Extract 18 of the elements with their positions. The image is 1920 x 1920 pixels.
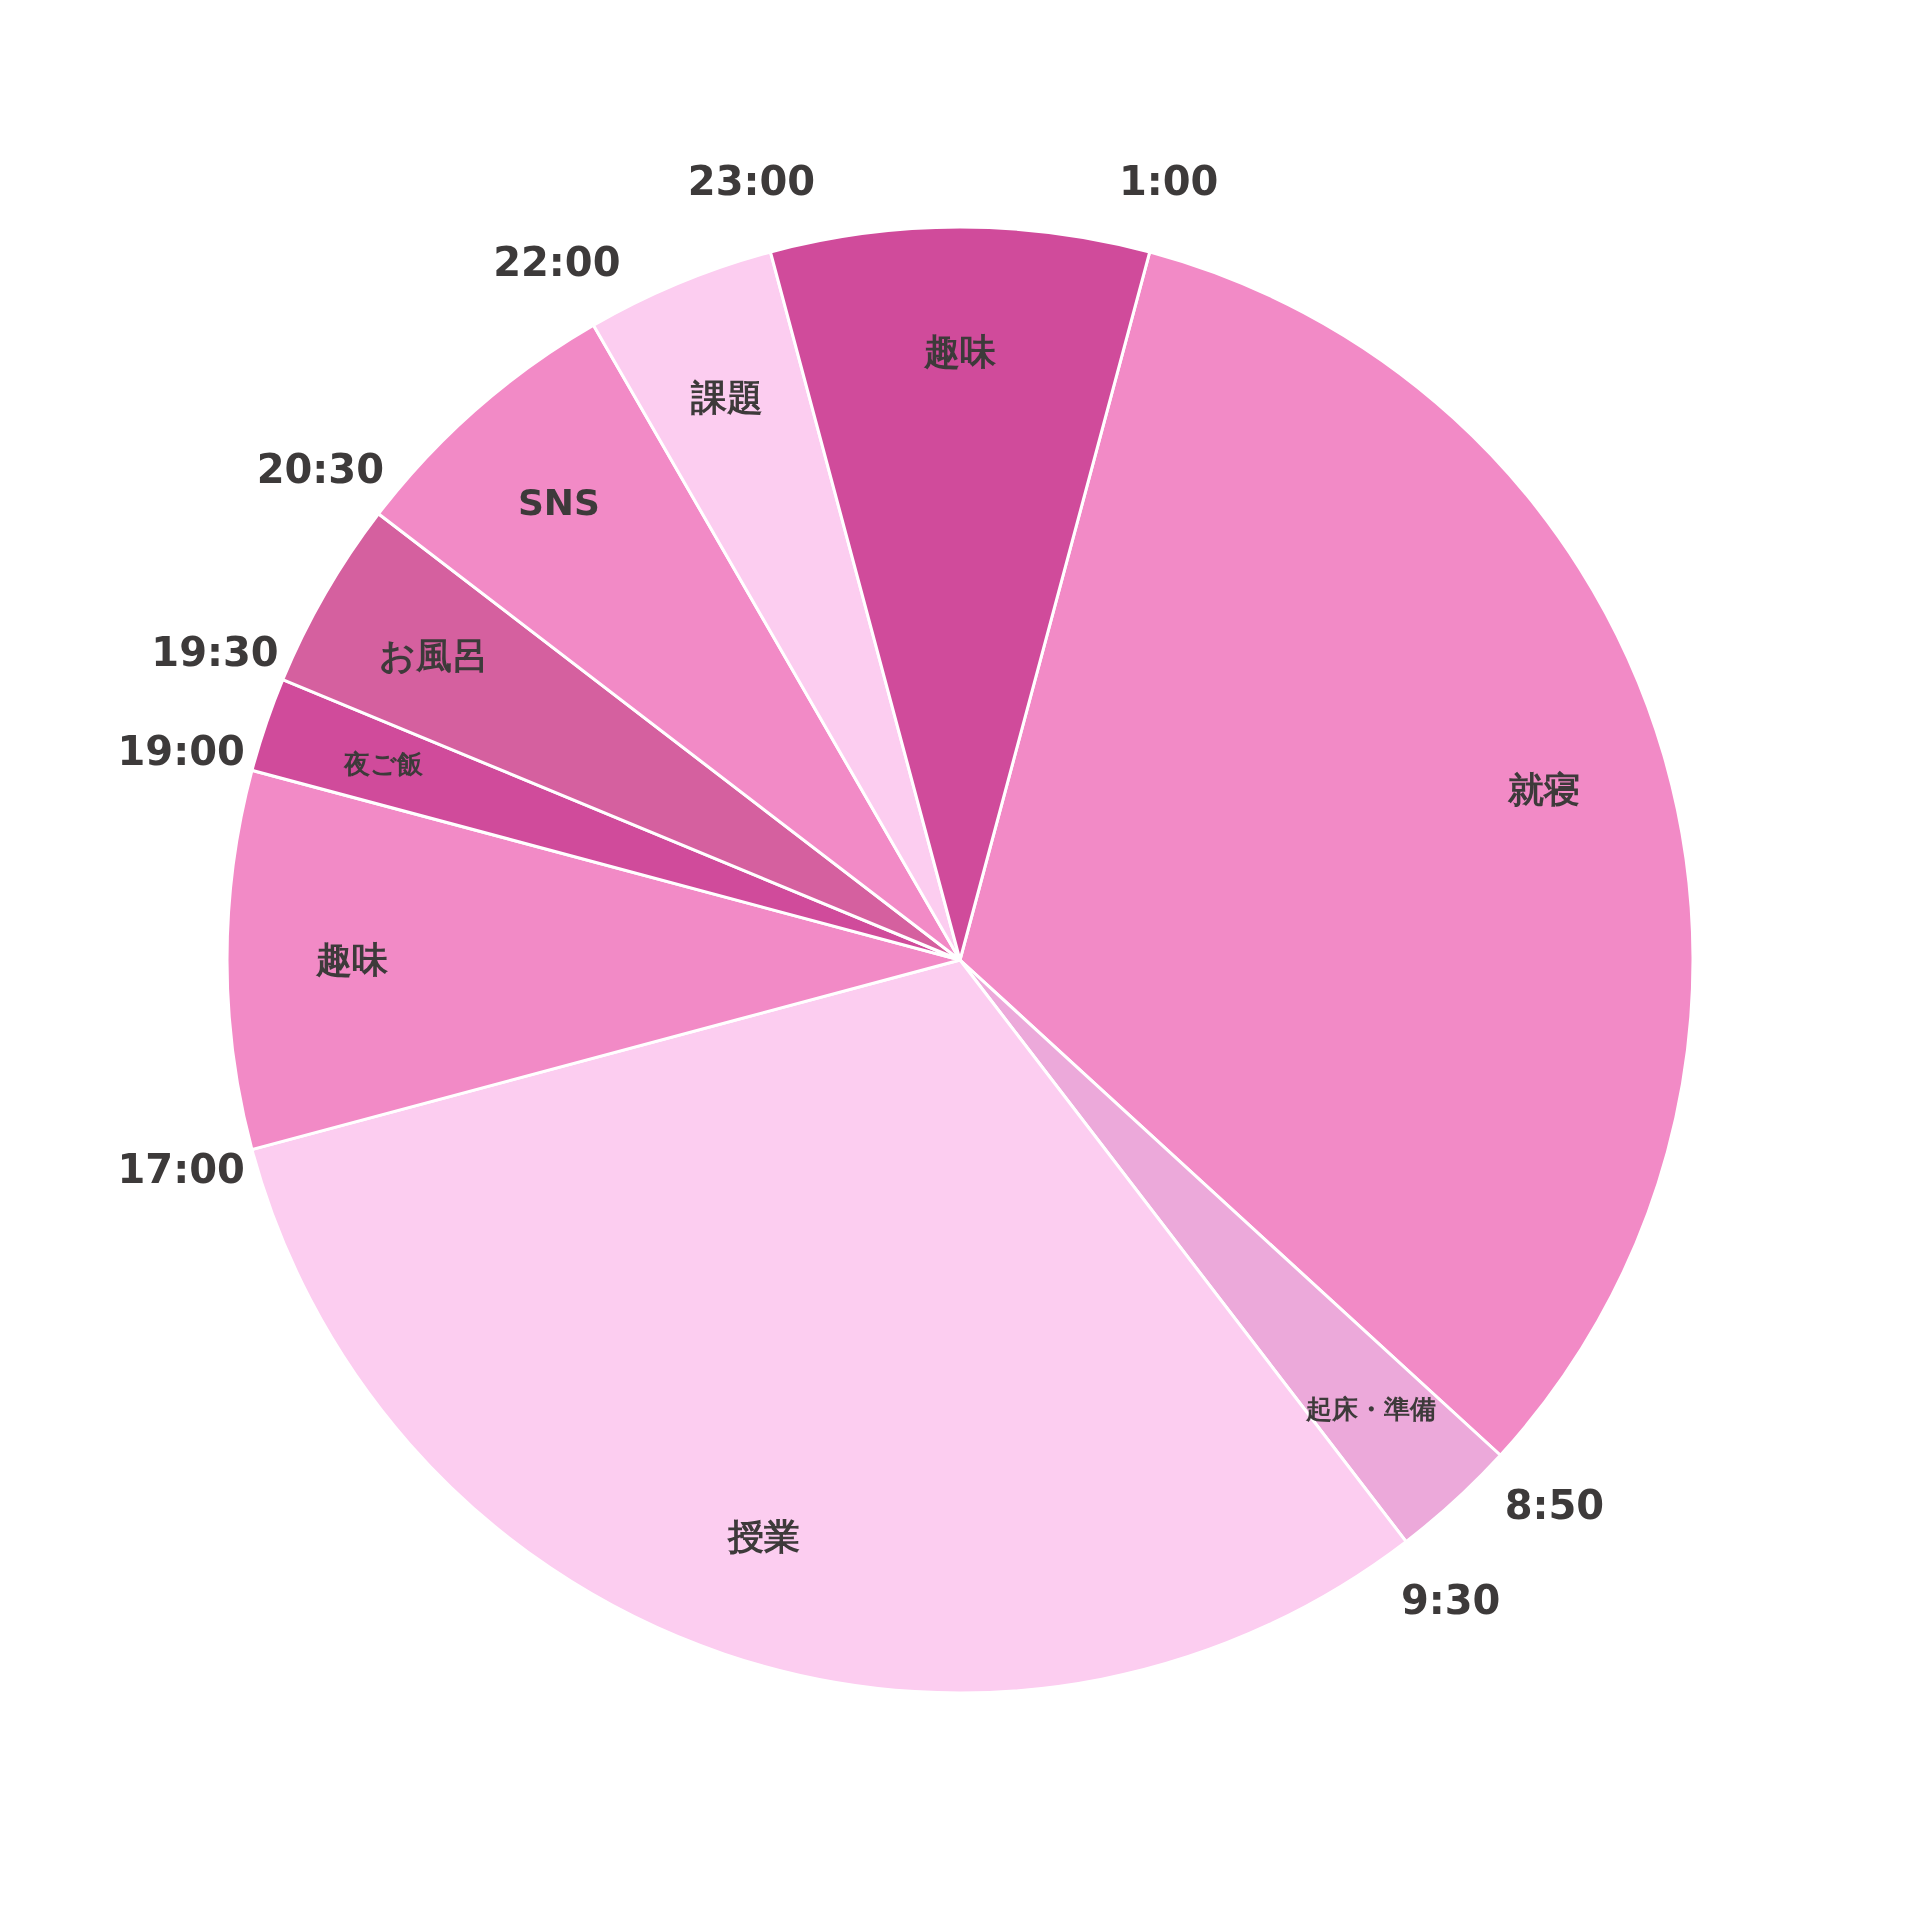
- slice-label: 趣味: [314, 939, 389, 981]
- slice-label: 就寝: [1507, 769, 1581, 811]
- slice-label: 課題: [690, 377, 764, 419]
- slice-label: 起床・準備: [1304, 1393, 1436, 1424]
- slice-label: SNS: [517, 482, 600, 524]
- slice-label: 夜ご飯: [343, 749, 425, 780]
- text: 20:30: [256, 446, 384, 493]
- text: 1:00: [1118, 158, 1219, 205]
- slice-label: 趣味: [923, 331, 998, 373]
- text: 8:50: [1504, 1481, 1605, 1528]
- text: 9:30: [1400, 1576, 1501, 1623]
- text: 22:00: [493, 238, 621, 285]
- text: 17:00: [117, 1145, 245, 1192]
- slice-label: 授業: [727, 1515, 801, 1557]
- text: 19:30: [151, 628, 279, 675]
- text: 23:00: [687, 158, 816, 205]
- slice-label: お風呂: [378, 635, 488, 677]
- text: 19:00: [117, 728, 245, 775]
